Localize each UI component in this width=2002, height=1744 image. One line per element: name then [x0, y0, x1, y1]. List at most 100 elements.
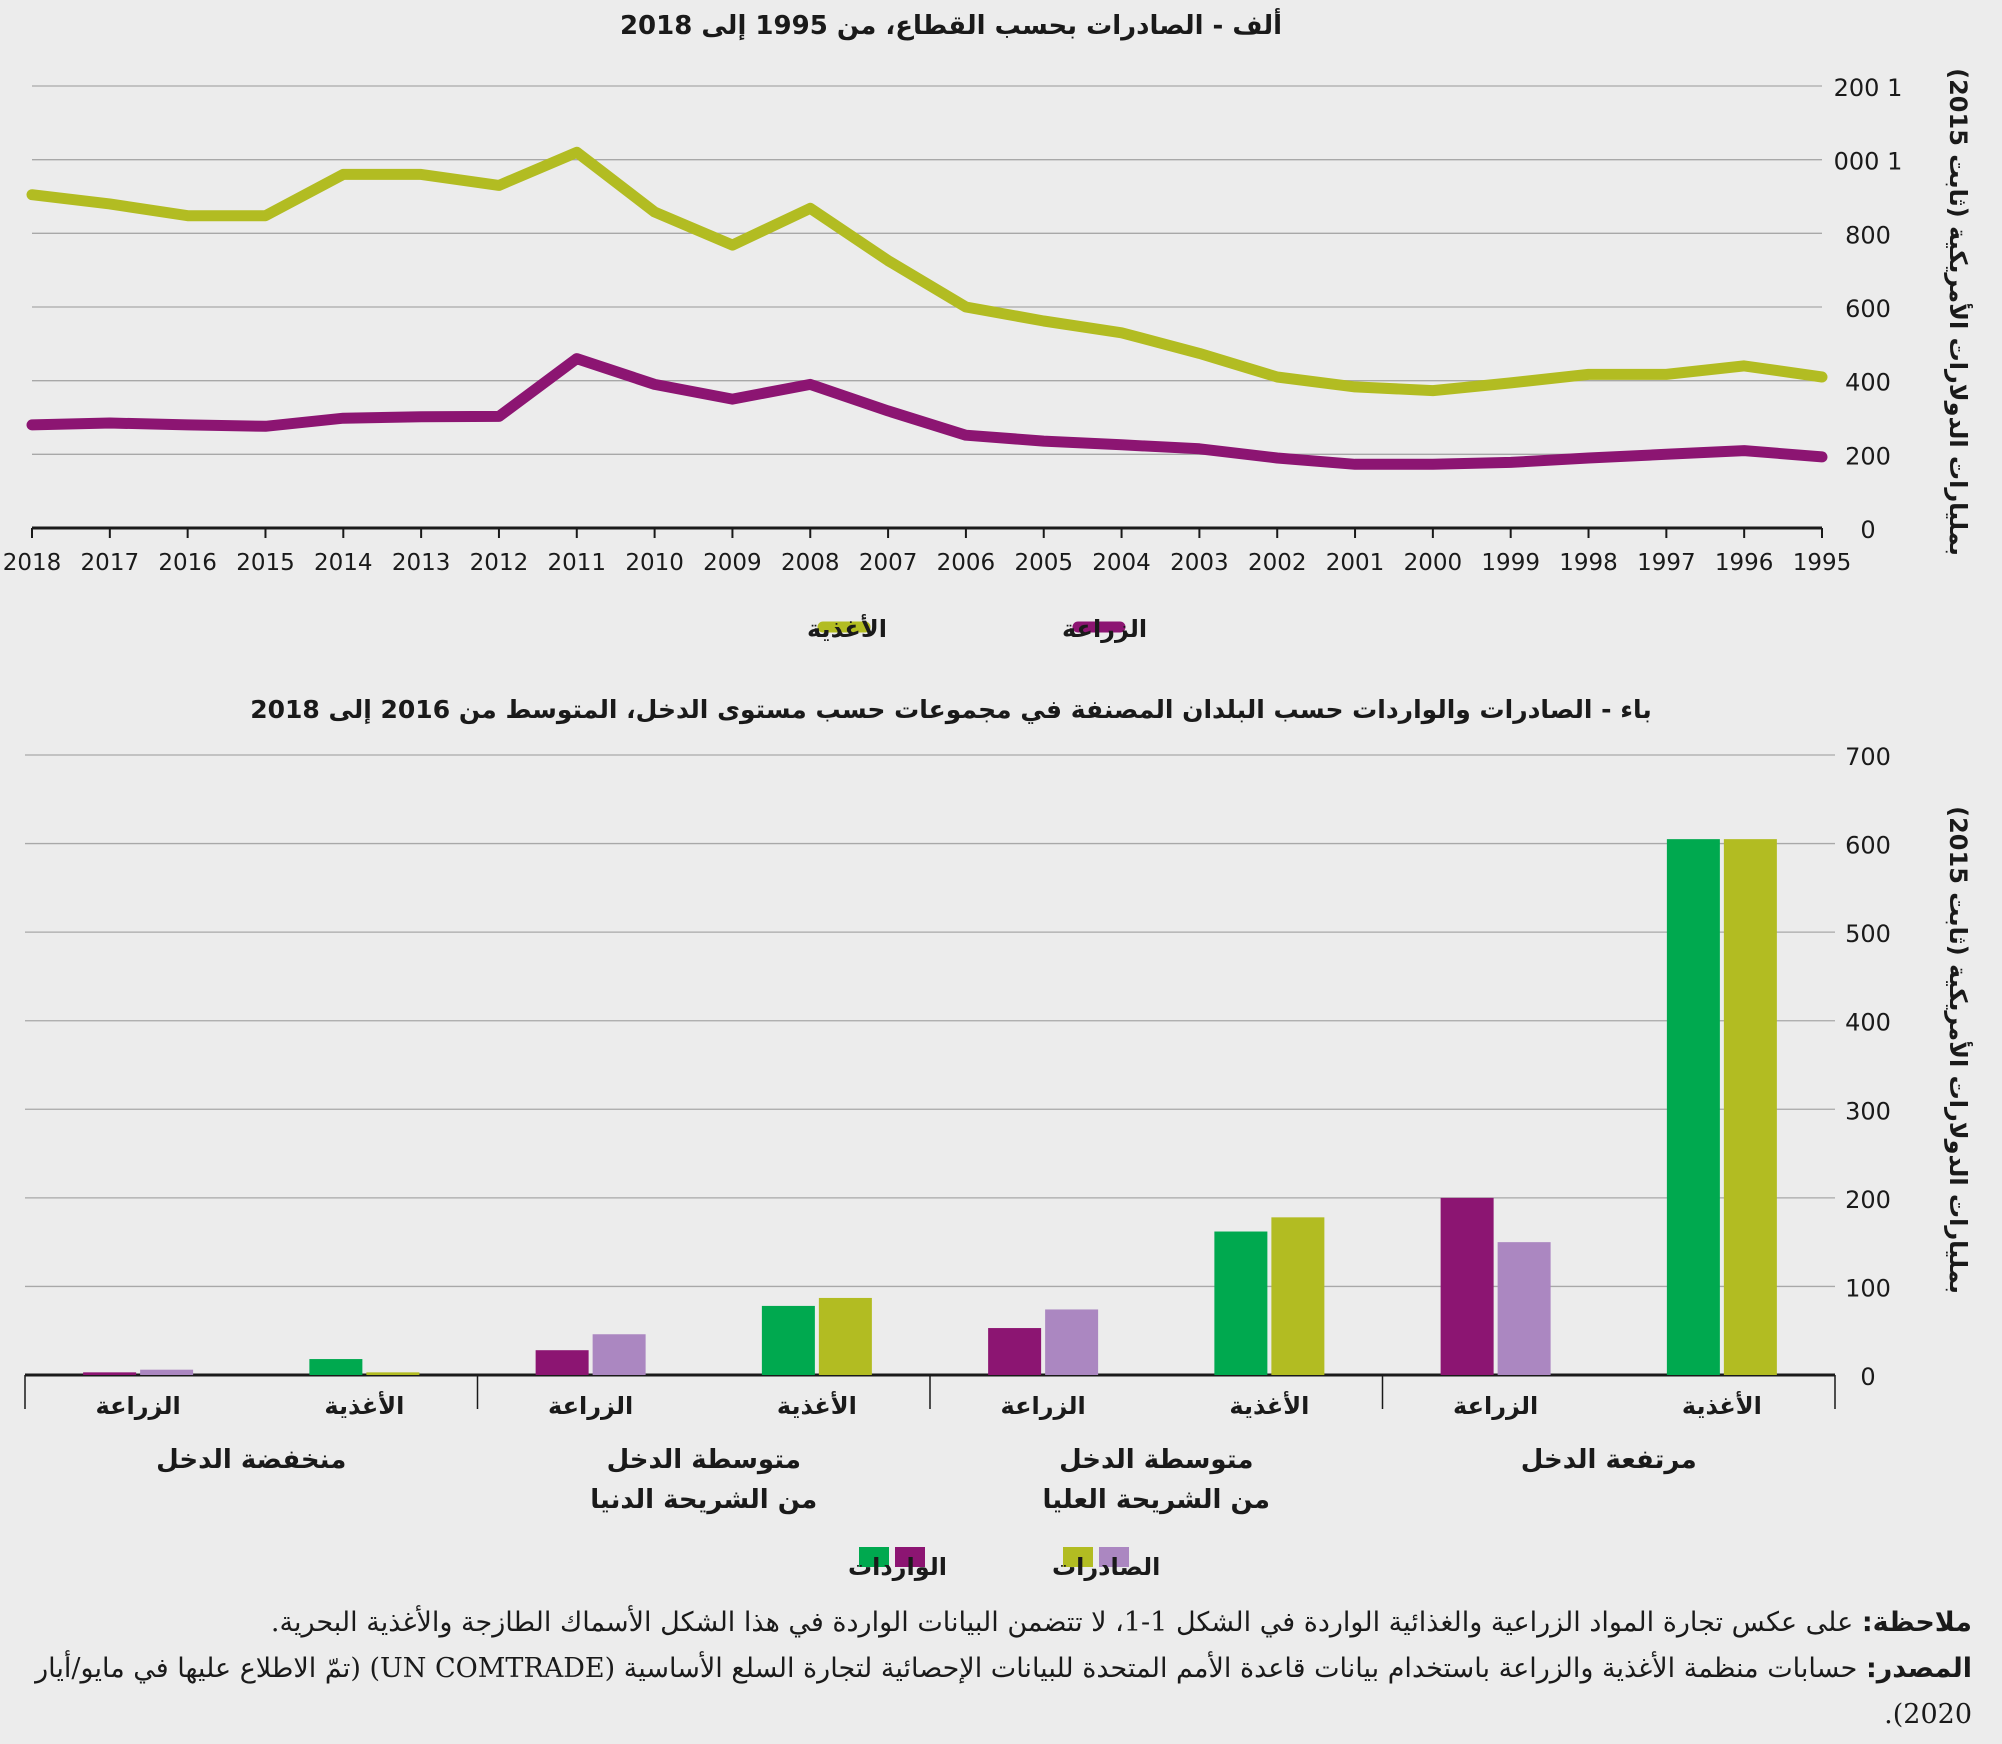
x-tick-label: 2018	[3, 550, 62, 576]
y-tick-label: 1 000	[1834, 148, 1903, 176]
data-point	[1743, 450, 1745, 452]
y-tick-label: 400	[1845, 1009, 1891, 1037]
data-point	[1121, 444, 1123, 446]
data-point	[31, 424, 33, 426]
data-point	[342, 173, 344, 175]
data-point	[109, 203, 111, 205]
x-tick-label: 1999	[1481, 550, 1540, 576]
data-point	[654, 211, 656, 213]
panel-a-line-chart: ألف - الصادرات بحسب القطاع، من 1995 إلى …	[3, 8, 1973, 643]
data-point	[1198, 352, 1200, 354]
group-label: منخفضة الدخل	[156, 1445, 346, 1475]
panel-a-title: ألف - الصادرات بحسب القطاع، من 1995 إلى …	[620, 8, 1282, 41]
data-point	[1665, 453, 1667, 455]
y-tick-label: 600	[1845, 295, 1891, 323]
data-point	[1588, 457, 1590, 459]
group-label: متوسطة الدخل	[607, 1445, 801, 1475]
data-point	[576, 358, 578, 360]
x-tick-label: 2002	[1248, 550, 1307, 576]
y-tick-label: 100	[1845, 1274, 1891, 1302]
data-point	[731, 398, 733, 400]
x-tick-label: 2003	[1170, 550, 1229, 576]
data-point	[1276, 376, 1278, 378]
import-bar	[988, 1328, 1042, 1375]
panel-b-title: باء - الصادرات والواردات حسب البلدان الم…	[250, 695, 1652, 725]
data-point	[1432, 390, 1434, 392]
data-point	[1588, 373, 1590, 375]
y-tick-label: 500	[1845, 920, 1891, 948]
source-label: المصدر:	[1865, 1653, 1972, 1684]
panel-b-group-labels: مرتفعة الدخل متوسطة الدخل من الشريحة العلي…	[24, 1375, 1836, 1515]
data-point	[576, 151, 578, 153]
data-point	[965, 306, 967, 308]
data-point	[1510, 382, 1512, 384]
category-label: الأغذية	[777, 1391, 857, 1420]
export-bar	[1271, 1217, 1325, 1375]
category-label: الزراعة	[96, 1392, 181, 1420]
data-point	[887, 410, 889, 412]
data-point	[420, 416, 422, 418]
data-point	[965, 434, 967, 436]
x-tick-label: 2000	[1404, 550, 1463, 576]
source-text: حسابات منظمة الأغذية والزراعة باستخدام ب…	[35, 1653, 1972, 1730]
data-point	[264, 215, 266, 217]
x-tick-label: 1996	[1715, 550, 1774, 576]
panel-b-y-axis-label: بمليارات الدولارات الأمريكية (ثابت 2015)	[1944, 806, 1973, 1294]
x-tick-label: 2008	[781, 550, 840, 576]
note-line: ملاحظة: على عكس تجارة المواد الزراعية وا…	[30, 1600, 1972, 1646]
x-tick-label: 2006	[937, 550, 996, 576]
panel-a-legend: الزراعة الأغذية	[807, 614, 1147, 643]
x-tick-label: 1998	[1559, 550, 1618, 576]
data-point	[1665, 373, 1667, 375]
export-bar	[1045, 1309, 1099, 1375]
data-point	[1354, 386, 1356, 388]
panel-b-bar-chart: باء - الصادرات والواردات حسب البلدان الم…	[24, 695, 1973, 1581]
import-bar	[535, 1350, 589, 1375]
y-tick-label: 200	[1845, 1186, 1891, 1214]
data-point	[1354, 463, 1356, 465]
data-point	[498, 415, 500, 417]
legend-export-label: الصادرات	[1052, 1553, 1160, 1581]
x-tick-label: 2013	[392, 550, 451, 576]
category-label: الزراعة	[1453, 1392, 1538, 1420]
x-tick-label: 2007	[859, 550, 918, 576]
panel-a-y-axis-label: بمليارات الدولارات الأمريكية (ثابت 2015)	[1944, 68, 1973, 556]
panel-b-grid	[25, 754, 1835, 1377]
data-point	[1198, 448, 1200, 450]
panel-b-y-tick-labels: 0 100 200 300 400 500 600 700	[1845, 743, 1891, 1391]
panel-a-x-tick-labels: 2018 2017 2016 2015 2014 2013 2012 2011 2010 2009…	[3, 528, 1852, 576]
x-tick-label: 2004	[1092, 550, 1151, 576]
x-tick-label: 2010	[625, 550, 684, 576]
panel-a-series	[26, 146, 1828, 470]
data-point	[809, 207, 811, 209]
data-point	[1432, 463, 1434, 465]
export-bar	[366, 1372, 420, 1375]
category-label: الأغذية	[1229, 1391, 1309, 1420]
y-tick-label: 1 200	[1834, 74, 1903, 102]
x-tick-label: 1995	[1793, 550, 1852, 576]
y-tick-label: 600	[1845, 832, 1891, 860]
group-label-line2: من الشريحة الدنيا	[590, 1485, 817, 1515]
panel-b-bars	[83, 839, 1777, 1375]
y-tick-label: 300	[1845, 1097, 1891, 1125]
import-bar	[309, 1359, 363, 1375]
y-tick-label: 800	[1845, 221, 1891, 249]
data-point	[731, 244, 733, 246]
data-point	[1821, 456, 1823, 458]
data-point	[1043, 320, 1045, 322]
data-point	[1276, 457, 1278, 459]
import-bar	[1666, 839, 1720, 1375]
panel-a-grid	[32, 85, 1822, 530]
panel-b-category-labels: الأغذية الزراعة الأغذية الزراعة الأغذية الزرا…	[96, 1391, 1762, 1420]
category-label: الأغذية	[1682, 1391, 1762, 1420]
x-tick-label: 2015	[236, 550, 295, 576]
panel-a-y-tick-labels: 0 200 400 600 800 1 000 1 200	[1834, 74, 1903, 544]
data-point	[342, 417, 344, 419]
y-tick-label: 0	[1860, 1363, 1875, 1391]
x-tick-label: 1997	[1637, 550, 1696, 576]
x-tick-label: 2009	[703, 550, 762, 576]
import-bar	[83, 1372, 137, 1375]
data-point	[264, 425, 266, 427]
note-label: ملاحظة:	[1861, 1607, 1972, 1638]
export-bar	[592, 1334, 646, 1375]
